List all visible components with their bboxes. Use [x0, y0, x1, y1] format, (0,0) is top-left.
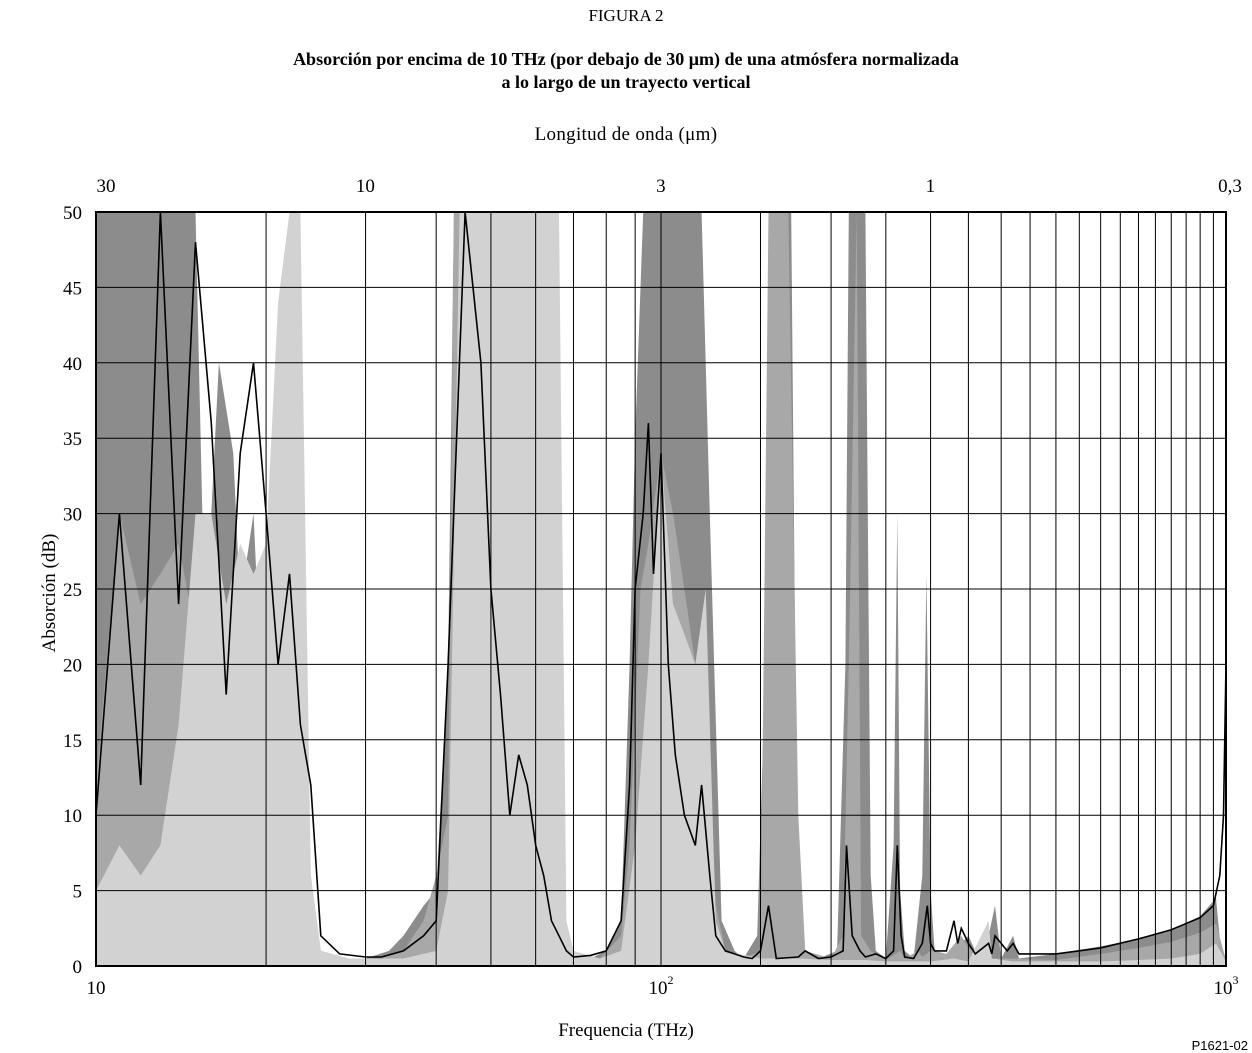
y-tick-label: 10: [63, 806, 82, 827]
y-tick-label: 40: [63, 354, 82, 375]
top-tick-label: 0,3: [1218, 176, 1242, 197]
figure-number: FIGURA 2: [588, 6, 664, 25]
top-tick-label: 3: [656, 176, 666, 197]
figure-reference: P1621-02: [1191, 1038, 1248, 1053]
title-line-1: Absorción por encima de 10 THz (por deba…: [293, 49, 959, 69]
top-tick-label: 10: [356, 176, 375, 197]
top-tick-label: 30: [97, 176, 116, 197]
x-tick-label: 102: [649, 973, 674, 999]
top-axis-label: Longitud de onda (μm): [534, 124, 718, 145]
y-tick-label: 0: [73, 957, 83, 978]
y-tick-label: 35: [63, 429, 82, 450]
x-tick-label: 10: [87, 978, 106, 999]
y-tick-label: 45: [63, 278, 82, 299]
chart-title: Absorción por encima de 10 THz (por deba…: [0, 48, 1252, 94]
y-tick-label: 25: [63, 580, 82, 601]
y-tick-label: 50: [63, 203, 82, 224]
x-tick-label: 103: [1214, 973, 1239, 999]
series-line-outline: [95, 211, 1227, 960]
y-tick-label: 20: [63, 655, 82, 676]
x-axis-label: Frequencia (THz): [558, 1020, 694, 1041]
plot-frame: [95, 211, 1227, 967]
top-tick-label: 1: [926, 176, 936, 197]
y-tick-label: 15: [63, 731, 82, 752]
y-tick-label: 30: [63, 505, 82, 526]
title-line-2: a lo largo de un trayecto vertical: [501, 72, 751, 92]
y-tick-label: 5: [73, 882, 83, 903]
grid-layer: [95, 211, 1227, 967]
